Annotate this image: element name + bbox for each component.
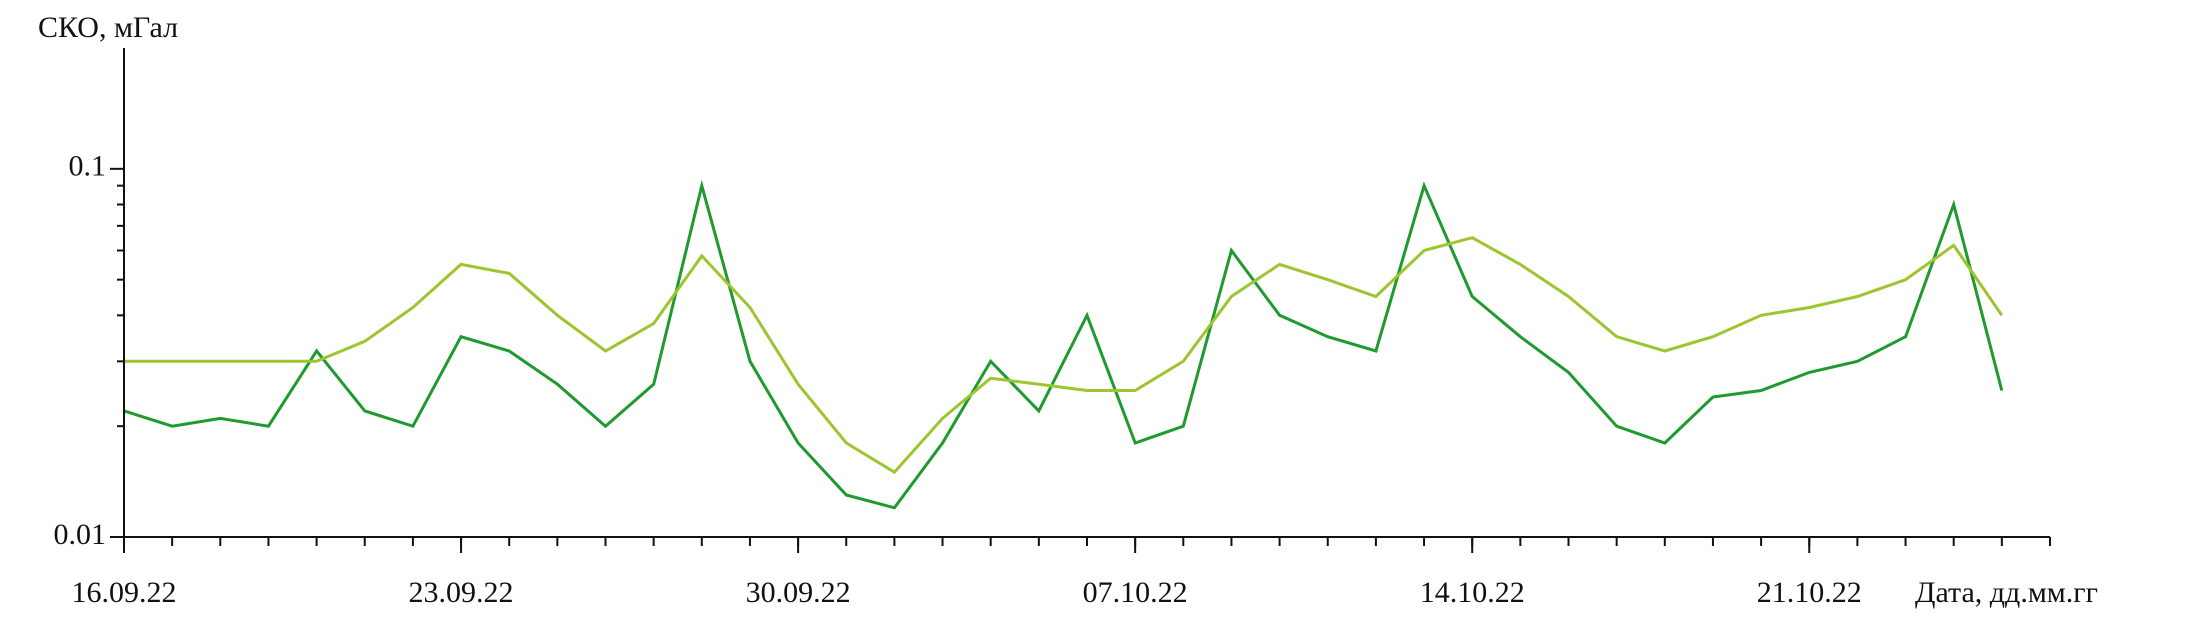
- y-tick-label: 0.01: [54, 518, 107, 551]
- x-tick-label: 07.10.22: [1083, 576, 1188, 609]
- x-tick-label: 23.09.22: [409, 576, 514, 609]
- x-axis-label: Дата, дд.мм.гг: [1915, 576, 2098, 609]
- x-tick-label: 14.10.22: [1420, 576, 1525, 609]
- x-tick-label: 21.10.22: [1757, 576, 1862, 609]
- y-tick-label: 0.1: [69, 150, 107, 183]
- series-line: [124, 236, 2004, 475]
- y-axis-label: СКО, мГал: [38, 11, 178, 44]
- x-tick-label: 16.09.22: [72, 576, 177, 609]
- x-tick-label: 30.09.22: [746, 576, 851, 609]
- series-line: [123, 179, 2004, 510]
